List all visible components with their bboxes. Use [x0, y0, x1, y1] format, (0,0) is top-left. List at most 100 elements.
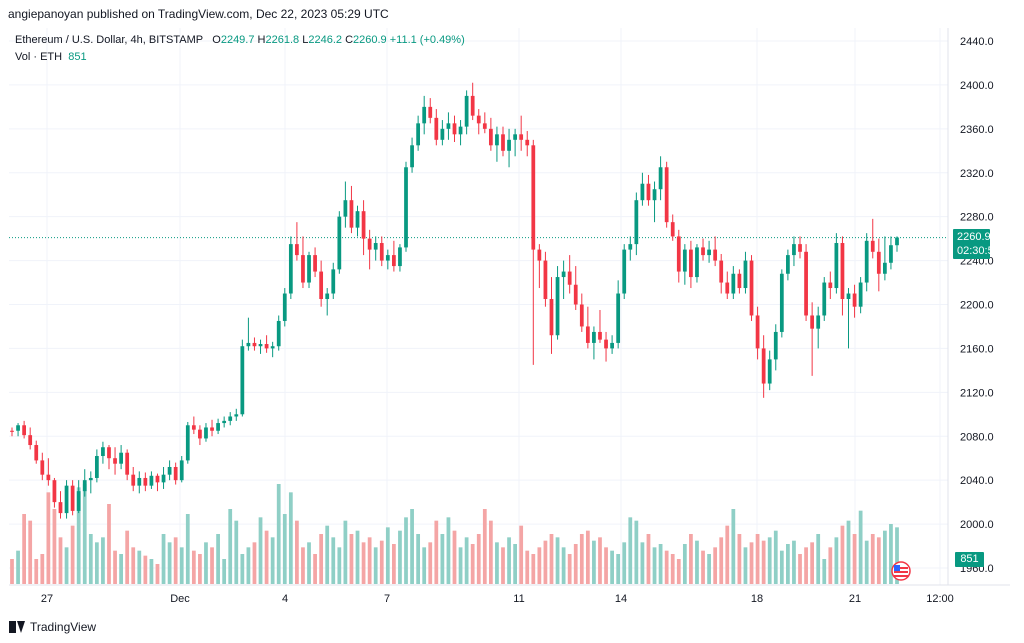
volume-bar: [816, 534, 821, 584]
x-tick-label: 11: [513, 593, 524, 605]
volume-bar: [767, 537, 772, 584]
volume-bar: [34, 559, 39, 584]
volume-bar: [882, 530, 887, 584]
volume-bar: [634, 520, 639, 584]
candle-body: [482, 123, 487, 129]
candle-body: [755, 315, 760, 349]
volume-bar: [549, 534, 554, 584]
volume-bar: [525, 550, 530, 584]
candle-body: [119, 452, 123, 464]
y-tick-label: 2000.0: [960, 519, 994, 531]
candle-body: [646, 183, 651, 201]
open-value: 2249.7: [220, 34, 255, 46]
volume-bar: [604, 547, 608, 584]
candle-body: [719, 260, 724, 283]
candle-body: [767, 359, 772, 384]
candle-body: [579, 304, 584, 327]
volume-bar: [452, 530, 457, 584]
candle-body: [373, 243, 378, 250]
candle-body: [816, 315, 821, 329]
candle-body: [555, 277, 560, 336]
candle-body: [319, 271, 324, 300]
volume-bar: [149, 559, 154, 584]
candle-body: [161, 474, 166, 483]
volume-bar: [822, 559, 827, 584]
candle-body: [410, 145, 414, 168]
volume-bar: [82, 484, 87, 584]
volume-bar: [610, 550, 614, 584]
candle-body: [101, 447, 105, 457]
candle-body: [125, 452, 130, 475]
candle-body: [634, 200, 639, 245]
volume-bar: [276, 484, 281, 584]
candle-body: [313, 255, 317, 272]
volume-bar: [628, 517, 633, 584]
volume-bar: [458, 547, 463, 584]
us-flag-icon[interactable]: [888, 560, 918, 582]
high-label: H: [257, 34, 266, 46]
candle-body: [561, 271, 566, 278]
volume-bar: [513, 544, 517, 584]
candle-body: [616, 293, 621, 343]
volume-bar: [507, 537, 511, 584]
volume-bar: [373, 547, 378, 584]
candle-body: [94, 456, 99, 478]
last-price-tag: 2260.9 02:30:53: [953, 229, 1000, 259]
volume-bar: [652, 547, 657, 584]
candle-body: [392, 255, 396, 267]
volume-bar: [398, 530, 402, 584]
volume-bar: [343, 520, 348, 584]
volume-bar: [88, 534, 93, 584]
candle-body: [628, 244, 633, 250]
volume-bar: [264, 530, 269, 584]
candle-body: [846, 293, 851, 300]
volume-bar: [682, 544, 687, 584]
volume-bar: [870, 534, 875, 584]
volume-bar: [270, 537, 275, 584]
volume-bar: [22, 514, 27, 584]
volume-bar: [561, 547, 566, 584]
symbol-legend: Ethereum / U.S. Dollar, 4h, BITSTAMP O22…: [15, 34, 465, 46]
candle-body: [264, 344, 269, 349]
volume-bar: [252, 542, 257, 584]
candle-body: [495, 134, 499, 146]
volume-bar: [737, 534, 742, 584]
candle-body: [440, 128, 445, 140]
candle-body: [343, 200, 348, 217]
x-tick-label: 4: [282, 593, 288, 605]
volume-bar: [46, 492, 51, 584]
volume-bar: [70, 525, 75, 584]
volume-bar: [410, 509, 414, 584]
volume-bar: [295, 520, 299, 584]
volume-bar: [185, 514, 190, 584]
volume-bar: [64, 547, 69, 584]
volume-bar: [440, 534, 445, 584]
volume-bar: [240, 554, 245, 584]
candle-body: [361, 211, 366, 239]
volume-bar: [852, 534, 857, 584]
candle-body: [107, 447, 111, 459]
volume-bar: [349, 534, 354, 584]
candle-body: [270, 346, 275, 349]
volume-bars: [10, 484, 899, 584]
candle-body: [355, 211, 360, 228]
volume-bar: [519, 525, 524, 584]
candle-body: [222, 420, 227, 424]
volume-bar: [16, 550, 20, 584]
volume-bar: [725, 525, 730, 584]
volume-bar: [689, 534, 693, 584]
volume-bar: [585, 530, 590, 584]
bar-countdown: 02:30:53: [957, 245, 1000, 257]
y-tick-label: 2360.0: [960, 124, 994, 136]
candle-body: [652, 189, 657, 201]
candle-body: [519, 134, 524, 140]
volume-bar: [658, 544, 663, 584]
volume-bar: [889, 524, 893, 584]
candle-body: [76, 491, 81, 511]
volume-bar: [670, 554, 675, 584]
candle-body: [149, 475, 154, 486]
candle-body: [537, 249, 542, 261]
volume-bar: [367, 537, 372, 584]
volume-bar: [307, 542, 311, 584]
